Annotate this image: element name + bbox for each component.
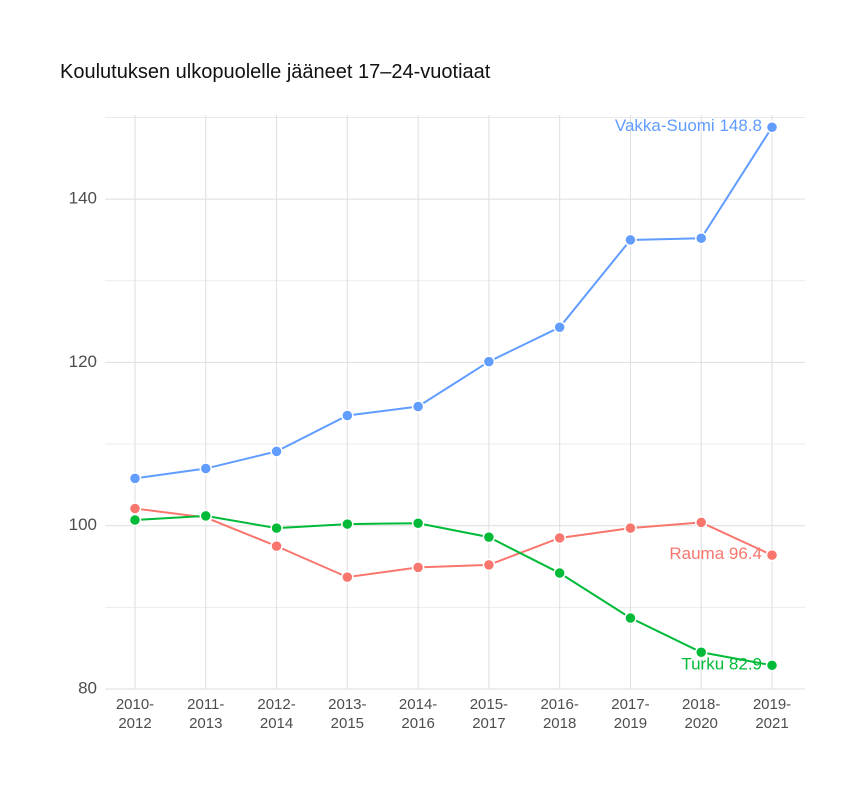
x-tick-label: 2012-2014	[257, 696, 295, 732]
point	[765, 548, 779, 562]
series-name: Rauma	[669, 545, 724, 564]
end-value: 82.9	[729, 655, 762, 674]
point	[624, 611, 637, 625]
series-line	[134, 126, 773, 480]
point	[765, 659, 779, 672]
point	[128, 513, 142, 527]
point	[128, 472, 142, 485]
end-value: 148.8	[719, 117, 762, 136]
x-tick-label: 2011-2013	[187, 696, 224, 732]
y-tick-label: 80	[78, 678, 97, 697]
point	[553, 531, 566, 545]
y-tick-label: 120	[69, 352, 97, 371]
point	[765, 120, 779, 134]
point	[694, 232, 708, 245]
end-value: 96.4	[729, 545, 762, 564]
chart-title: Koulutuksen ulkopuolelle jääneet 17–24-v…	[60, 61, 491, 83]
end-label: Vakka-Suomi 148.8	[615, 117, 762, 136]
point	[553, 321, 566, 334]
point	[624, 521, 637, 535]
x-tick-label: 2018-2020	[682, 696, 720, 732]
point	[341, 570, 354, 584]
point	[270, 539, 283, 553]
series-line	[134, 514, 773, 667]
point	[270, 521, 283, 535]
point	[411, 561, 425, 574]
point	[199, 509, 213, 523]
point	[482, 355, 496, 368]
x-tick-label: 2019-2021	[753, 696, 791, 732]
x-tick-label: 2010-2012	[116, 696, 154, 732]
end-label: Rauma 96.4	[669, 545, 762, 564]
point	[694, 646, 708, 659]
y-tick-label: 140	[69, 189, 97, 208]
point	[694, 516, 708, 529]
x-tick-label: 2013-2015	[328, 696, 366, 732]
x-tick-label: 2016-2018	[540, 696, 578, 732]
x-tick-label: 2015-2017	[470, 696, 508, 732]
point	[624, 233, 637, 247]
point	[482, 558, 496, 572]
x-tick-label: 2014-2016	[399, 696, 437, 732]
point	[341, 517, 354, 531]
point	[553, 566, 566, 580]
point	[411, 517, 425, 530]
point	[270, 445, 283, 458]
point	[199, 462, 213, 475]
series-line	[134, 507, 773, 579]
y-tick-label: 100	[69, 515, 97, 534]
series-name: Vakka-Suomi	[615, 117, 715, 136]
x-tick-label: 2017-2019	[611, 696, 649, 732]
point	[341, 409, 354, 422]
point	[128, 502, 142, 515]
end-label: Turku 82.9	[681, 655, 762, 674]
point	[411, 400, 425, 413]
point	[482, 530, 496, 544]
series-name: Turku	[681, 655, 724, 674]
